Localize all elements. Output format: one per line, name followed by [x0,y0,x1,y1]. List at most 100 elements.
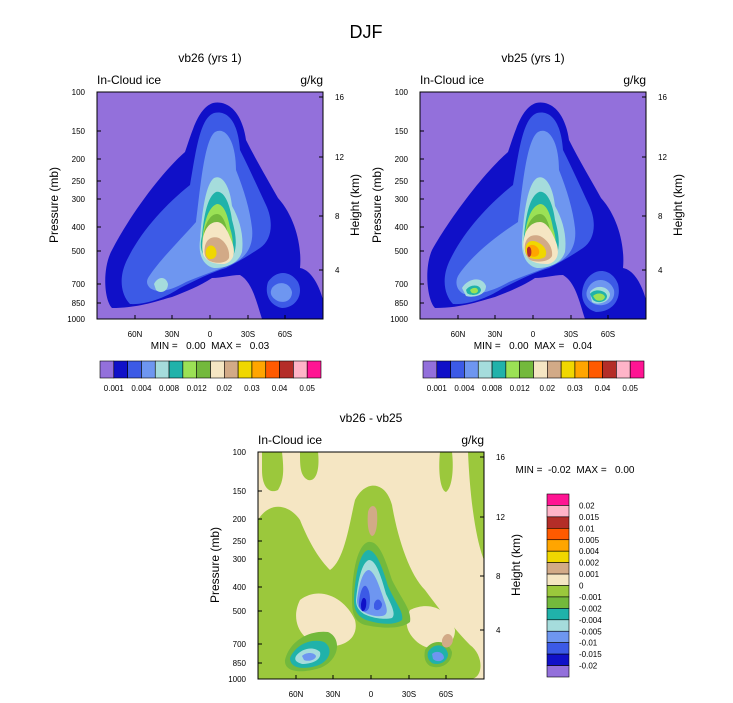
y-tick-label: 250 [72,177,86,186]
y2-tick-label: 12 [496,513,505,522]
colorbar-label: 0.005 [579,536,600,545]
y-tick-label: 150 [233,487,247,496]
colorbar-label: 0.02 [579,501,595,510]
contour-field [420,92,646,319]
colorbar-label: 0.002 [579,559,600,568]
colorbar-label: -0.004 [579,616,602,625]
y2-axis-ticks: 16 12 8 4 [319,93,344,275]
colorbar-label: 0.03 [567,384,583,393]
contour-level-neg-0.02 [361,597,367,612]
colorbar-label: -0.005 [579,627,602,636]
colorbar-swatch [574,360,590,379]
colorbar-swatch [477,360,493,379]
y2-tick-label: 4 [335,266,340,275]
colorbar-label: -0.02 [579,662,598,671]
y2-tick-label: 8 [496,572,501,581]
y-axis-ticks: 100 150 200 250 300 400 500 700 850 1000 [390,88,424,324]
colorbar-label: 0.05 [299,384,315,393]
colorbar-swatch [546,539,570,552]
colorbar: 0.02 0.015 0.01 0.005 0.004 0.002 0.001 0 -0.001… [546,493,602,678]
y-axis-ticks: 100 150 200 250 300 400 500 700 850 1000 [67,88,101,324]
y2-tick-label: 16 [335,93,344,102]
colorbar-label: 0.03 [244,384,260,393]
colorbar-label: 0.008 [159,384,180,393]
field-label: In-Cloud ice [420,73,484,87]
colorbar-swatch [141,360,156,379]
x-tick-label: 60S [439,690,453,699]
y-tick-label: 500 [395,247,409,256]
colorbar-label: 0.008 [482,384,503,393]
y2-axis-ticks: 16 12 8 4 [642,93,667,275]
colorbar-swatch [546,493,570,506]
y-tick-label: 700 [395,280,409,289]
y2-tick-label: 8 [335,212,340,221]
colorbar-swatch [546,642,570,655]
y2-axis-label: Height (km) [671,174,685,236]
colorbar-swatch [505,360,520,379]
contour-level-12 [527,246,532,257]
colorbar-swatch [546,528,570,541]
colorbar-swatch [546,653,570,666]
colorbar-swatch [237,360,253,379]
x-axis-ticks: 60N 30N 0 30S 60S [451,315,615,339]
colorbar-swatch [436,360,451,379]
y-tick-label: 150 [395,127,409,136]
colorbar-swatch [224,360,239,379]
x-tick-label: 60S [278,330,292,339]
colorbar-swatch [602,360,617,379]
colorbar-swatch [113,360,128,379]
colorbar-swatch [546,608,570,621]
colorbar-label: 0.02 [217,384,233,393]
y-axis-label: Pressure (mb) [208,527,222,603]
colorbar-swatch [127,360,142,379]
y-tick-label: 300 [233,555,247,564]
colorbar-label: 0.012 [510,384,531,393]
x-axis-ticks: 60N 30N 0 30S 60S [289,675,453,699]
y-tick-label: 400 [233,583,247,592]
colorbar-swatch [546,665,570,678]
colorbar-swatch [616,360,631,379]
panel-title: vb26 (yrs 1) [178,51,241,65]
y2-tick-label: 12 [335,153,344,162]
y2-axis-label: Height (km) [509,534,523,596]
y-tick-label: 150 [72,127,86,136]
colorbar-swatch [546,505,570,518]
y-tick-label: 1000 [67,315,85,324]
y-tick-label: 200 [395,155,409,164]
units-label: g/kg [300,73,323,87]
x-tick-label: 30N [488,330,503,339]
colorbar-label: 0.004 [131,384,152,393]
colorbar-swatch [265,360,280,379]
field-label: In-Cloud ice [258,433,322,447]
colorbar-swatch [546,585,570,598]
y-tick-label: 100 [233,448,247,457]
colorbar-label: 0.001 [579,570,600,579]
x-tick-label: 30N [165,330,180,339]
colorbar-swatch [546,596,570,609]
panel-title: vb25 (yrs 1) [501,51,564,65]
y-tick-label: 200 [233,515,247,524]
colorbar-label: 0.001 [427,384,448,393]
y-tick-label: 300 [395,195,409,204]
y-axis-ticks: 100 150 200 250 300 400 500 700 850 1000 [228,448,262,684]
colorbar-swatch [533,360,548,379]
x-tick-label: 30N [326,690,341,699]
colorbar-label: 0.05 [622,384,638,393]
panel-difference: vb26 - vb25 In-Cloud ice g/kg 100 150 20… [208,411,635,699]
colorbar-swatch [182,360,197,379]
colorbar-swatch [491,360,507,379]
panel-vb25: vb25 (yrs 1) In-Cloud ice g/kg 100 150 2… [370,51,685,393]
y-tick-label: 1000 [390,315,408,324]
y2-tick-label: 16 [496,453,505,462]
figure-title: DJF [350,22,383,42]
stats-label: MIN = -0.02 MAX = 0.00 [516,465,635,476]
contour-field [97,92,323,319]
y-tick-label: 250 [395,177,409,186]
colorbar-label: 0.004 [454,384,475,393]
colorbar-swatch [251,360,267,379]
colorbar-label: 0.02 [540,384,556,393]
y-tick-label: 300 [72,195,86,204]
colorbar: 0.001 0.004 0.008 0.012 0.02 0.03 0.04 0.05 [422,360,645,393]
colorbar-swatch [546,516,570,529]
colorbar-swatch [422,360,438,379]
